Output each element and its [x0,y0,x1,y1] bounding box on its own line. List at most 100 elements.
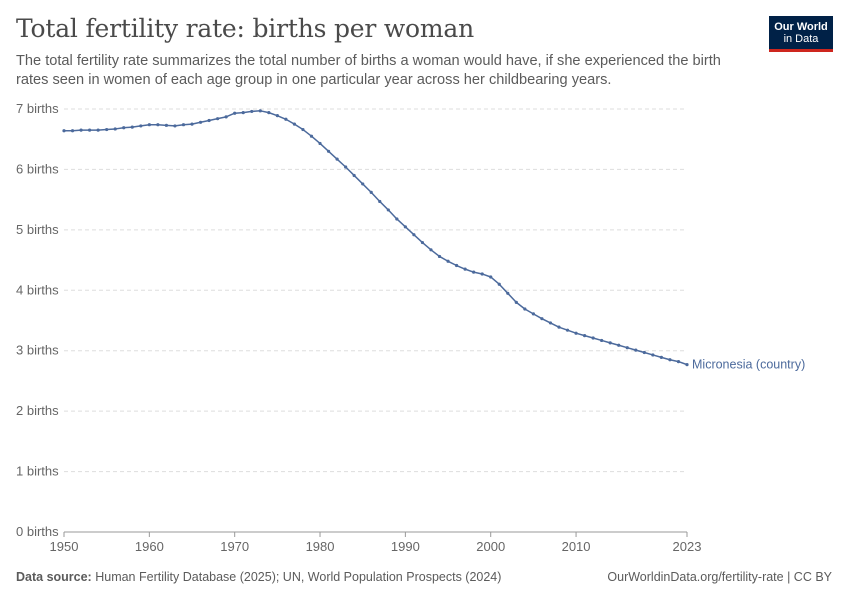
data-point [429,248,433,252]
x-tick-label: 1970 [220,539,249,554]
data-point [489,275,493,279]
series-label: Micronesia (country) [692,358,805,372]
data-point [497,282,501,286]
data-point [156,123,160,127]
data-point [480,272,484,276]
data-point [198,120,203,124]
data-point [463,267,467,271]
data-point [506,291,510,295]
data-point [207,118,211,123]
data-point [608,341,612,345]
chart-subtitle: The total fertility rate summarizes the … [16,53,721,88]
data-point [164,123,169,127]
y-tick-label: 5 births [16,222,59,237]
owid-logo[interactable]: Our World in Data [769,16,833,52]
x-tick-label: 1960 [135,539,164,554]
data-point [659,355,663,359]
data-point [642,350,646,355]
data-source-text: Human Fertility Database (2025); UN, Wor… [95,570,502,584]
data-point [88,128,92,132]
x-tick-label: 2010 [562,539,591,554]
y-tick-label: 6 births [16,161,59,176]
data-point [565,328,570,332]
data-point [403,225,407,229]
data-point [258,109,262,113]
data-point [523,307,527,311]
data-point [181,123,186,127]
x-tick-label: 2023 [673,539,702,554]
data-point [62,129,66,133]
data-point [318,141,322,146]
data-point [685,363,689,367]
data-point [309,134,314,138]
data-point [395,217,399,221]
x-tick-label: 1990 [391,539,420,554]
data-point [326,149,331,153]
data-point [617,343,621,347]
data-point [250,109,254,114]
x-tick-label: 1980 [306,539,335,554]
data-point [454,263,459,268]
data-point [284,117,288,121]
x-tick-label: 1950 [50,539,79,554]
data-point [625,346,629,350]
data-point [292,122,297,126]
data-source: Data source: Human Fertility Database (2… [16,570,501,584]
data-point [301,127,305,132]
data-point [412,233,416,237]
data-point [173,124,177,128]
data-point [361,182,365,186]
data-point [275,114,279,118]
y-tick-label: 7 births [16,101,59,116]
data-point [352,173,356,178]
y-tick-label: 3 births [16,343,59,358]
data-point [147,123,151,127]
data-point [190,122,194,126]
data-point [139,124,143,128]
data-point [446,259,450,263]
data-point [96,128,100,132]
data-point [386,208,390,212]
license-link-text[interactable]: OurWorldinData.org/fertility-rate | CC B… [607,570,832,584]
data-point [531,312,535,316]
chart-title: Total fertility rate: births per woman [16,14,475,43]
data-point [600,338,604,343]
data-point [378,199,382,204]
data-point [79,128,83,132]
data-point [233,111,237,115]
logo-line-2: in Data [783,33,819,45]
data-point [130,125,134,129]
data-point [70,129,75,133]
data-point [216,117,220,121]
data-point [437,254,442,259]
data-point [651,353,655,357]
license-link[interactable]: OurWorldinData.org/fertility-rate | CC B… [607,570,832,584]
data-point [105,127,109,132]
data-point [514,300,518,304]
data-point [335,157,339,161]
data-source-label: Data source: [16,570,92,584]
y-tick-label: 1 births [16,464,59,479]
data-point [369,190,373,194]
data-point [634,348,638,352]
data-point [591,336,595,340]
data-point [420,240,425,245]
data-point [122,126,126,130]
series-line [64,110,688,366]
y-tick-label: 2 births [16,403,59,418]
data-point [241,111,245,115]
data-point [267,111,271,115]
data-point [557,325,561,329]
y-tick-label: 0 births [16,524,59,539]
data-point [540,317,544,321]
data-point [224,115,228,119]
logo-line-1: Our World [774,21,828,33]
data-point [472,270,476,274]
data-point [668,358,672,362]
data-point [548,321,553,325]
data-point [344,165,348,169]
data-point [113,127,117,131]
data-point [676,359,681,364]
y-tick-label: 4 births [16,282,59,297]
data-point [582,334,587,338]
